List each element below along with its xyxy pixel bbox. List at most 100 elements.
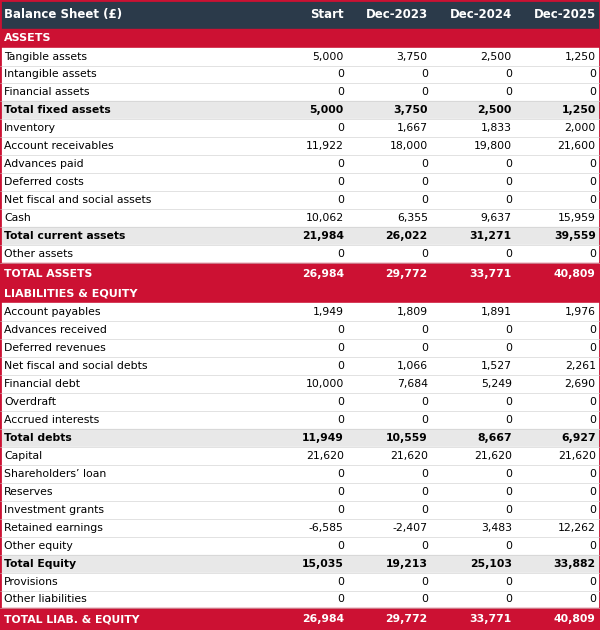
Text: 0: 0 bbox=[421, 88, 428, 98]
Bar bbox=[0, 321, 600, 339]
Text: 0: 0 bbox=[421, 249, 428, 259]
Bar bbox=[0, 375, 600, 393]
Text: 1,527: 1,527 bbox=[481, 361, 512, 371]
Text: 0: 0 bbox=[505, 595, 512, 605]
Text: 11,922: 11,922 bbox=[306, 141, 344, 151]
Text: Financial assets: Financial assets bbox=[4, 88, 90, 98]
Text: 1,809: 1,809 bbox=[397, 307, 428, 318]
Text: 33,882: 33,882 bbox=[554, 559, 596, 569]
Bar bbox=[0, 245, 600, 263]
Text: 0: 0 bbox=[421, 69, 428, 79]
Text: 8,667: 8,667 bbox=[477, 433, 512, 443]
Text: 0: 0 bbox=[589, 595, 596, 605]
Text: 29,772: 29,772 bbox=[386, 269, 428, 278]
Text: 0: 0 bbox=[589, 397, 596, 407]
Bar bbox=[0, 66, 600, 83]
Text: TOTAL LIAB. & EQUITY: TOTAL LIAB. & EQUITY bbox=[4, 614, 140, 624]
Text: 0: 0 bbox=[421, 177, 428, 187]
Text: 0: 0 bbox=[337, 159, 344, 169]
Text: 0: 0 bbox=[337, 123, 344, 134]
Text: 0: 0 bbox=[337, 249, 344, 259]
Text: 10,559: 10,559 bbox=[386, 433, 428, 443]
Text: 5,249: 5,249 bbox=[481, 379, 512, 389]
Text: 0: 0 bbox=[337, 325, 344, 335]
Text: 0: 0 bbox=[505, 397, 512, 407]
Text: 39,559: 39,559 bbox=[554, 231, 596, 241]
Text: 0: 0 bbox=[337, 397, 344, 407]
Text: 21,984: 21,984 bbox=[302, 231, 344, 241]
Text: 0: 0 bbox=[505, 177, 512, 187]
Text: 0: 0 bbox=[421, 505, 428, 515]
Text: 3,750: 3,750 bbox=[394, 105, 428, 115]
Text: Capital: Capital bbox=[4, 451, 43, 461]
Text: 40,809: 40,809 bbox=[554, 269, 596, 278]
Text: 31,271: 31,271 bbox=[470, 231, 512, 241]
Text: 15,035: 15,035 bbox=[302, 559, 344, 569]
Text: Dec-2023: Dec-2023 bbox=[365, 8, 428, 21]
Text: 10,000: 10,000 bbox=[305, 379, 344, 389]
Bar bbox=[0, 483, 600, 501]
Bar bbox=[0, 0, 600, 29]
Text: LIABILITIES & EQUITY: LIABILITIES & EQUITY bbox=[4, 289, 138, 299]
Text: 0: 0 bbox=[589, 487, 596, 497]
Text: 1,250: 1,250 bbox=[565, 52, 596, 62]
Bar bbox=[0, 411, 600, 429]
Bar bbox=[0, 465, 600, 483]
Bar bbox=[0, 119, 600, 137]
Bar bbox=[0, 590, 600, 609]
Bar bbox=[0, 155, 600, 173]
Bar bbox=[0, 137, 600, 155]
Text: Total Equity: Total Equity bbox=[4, 559, 76, 569]
Text: 0: 0 bbox=[421, 576, 428, 587]
Text: 12,262: 12,262 bbox=[558, 523, 596, 533]
Text: 21,620: 21,620 bbox=[390, 451, 428, 461]
Text: 21,600: 21,600 bbox=[557, 141, 596, 151]
Text: 0: 0 bbox=[589, 415, 596, 425]
Text: 0: 0 bbox=[589, 159, 596, 169]
Text: 0: 0 bbox=[589, 88, 596, 98]
Text: Account payables: Account payables bbox=[4, 307, 101, 318]
Text: Intangible assets: Intangible assets bbox=[4, 69, 97, 79]
Text: 0: 0 bbox=[421, 469, 428, 479]
Text: 21,620: 21,620 bbox=[558, 451, 596, 461]
Text: 0: 0 bbox=[505, 576, 512, 587]
Text: 0: 0 bbox=[589, 325, 596, 335]
Text: 0: 0 bbox=[337, 576, 344, 587]
Text: 26,984: 26,984 bbox=[302, 269, 344, 278]
Text: 0: 0 bbox=[421, 159, 428, 169]
Text: Dec-2025: Dec-2025 bbox=[533, 8, 596, 21]
Text: 21,620: 21,620 bbox=[306, 451, 344, 461]
Text: 1,833: 1,833 bbox=[481, 123, 512, 134]
Text: 0: 0 bbox=[505, 415, 512, 425]
Text: 3,750: 3,750 bbox=[397, 52, 428, 62]
Text: 40,809: 40,809 bbox=[554, 614, 596, 624]
Text: 7,684: 7,684 bbox=[397, 379, 428, 389]
Text: 0: 0 bbox=[421, 415, 428, 425]
Text: 0: 0 bbox=[421, 195, 428, 205]
Text: 0: 0 bbox=[337, 69, 344, 79]
Text: 0: 0 bbox=[337, 88, 344, 98]
Text: Start: Start bbox=[310, 8, 344, 21]
Text: 0: 0 bbox=[337, 177, 344, 187]
Text: Inventory: Inventory bbox=[4, 123, 56, 134]
Text: 0: 0 bbox=[505, 69, 512, 79]
Text: 1,250: 1,250 bbox=[562, 105, 596, 115]
Text: 0: 0 bbox=[337, 469, 344, 479]
Text: 5,000: 5,000 bbox=[313, 52, 344, 62]
Text: 0: 0 bbox=[505, 541, 512, 551]
Bar bbox=[0, 357, 600, 375]
Text: Investment grants: Investment grants bbox=[4, 505, 104, 515]
Text: 19,213: 19,213 bbox=[386, 559, 428, 569]
Text: 0: 0 bbox=[337, 415, 344, 425]
Text: 0: 0 bbox=[337, 595, 344, 605]
Text: Other assets: Other assets bbox=[4, 249, 73, 259]
Text: Other equity: Other equity bbox=[4, 541, 73, 551]
Text: Financial debt: Financial debt bbox=[4, 379, 80, 389]
Text: 26,984: 26,984 bbox=[302, 614, 344, 624]
Text: 0: 0 bbox=[589, 343, 596, 353]
Text: 1,891: 1,891 bbox=[481, 307, 512, 318]
Text: 2,000: 2,000 bbox=[565, 123, 596, 134]
Text: 1,949: 1,949 bbox=[313, 307, 344, 318]
Text: 1,976: 1,976 bbox=[565, 307, 596, 318]
Bar bbox=[0, 339, 600, 357]
